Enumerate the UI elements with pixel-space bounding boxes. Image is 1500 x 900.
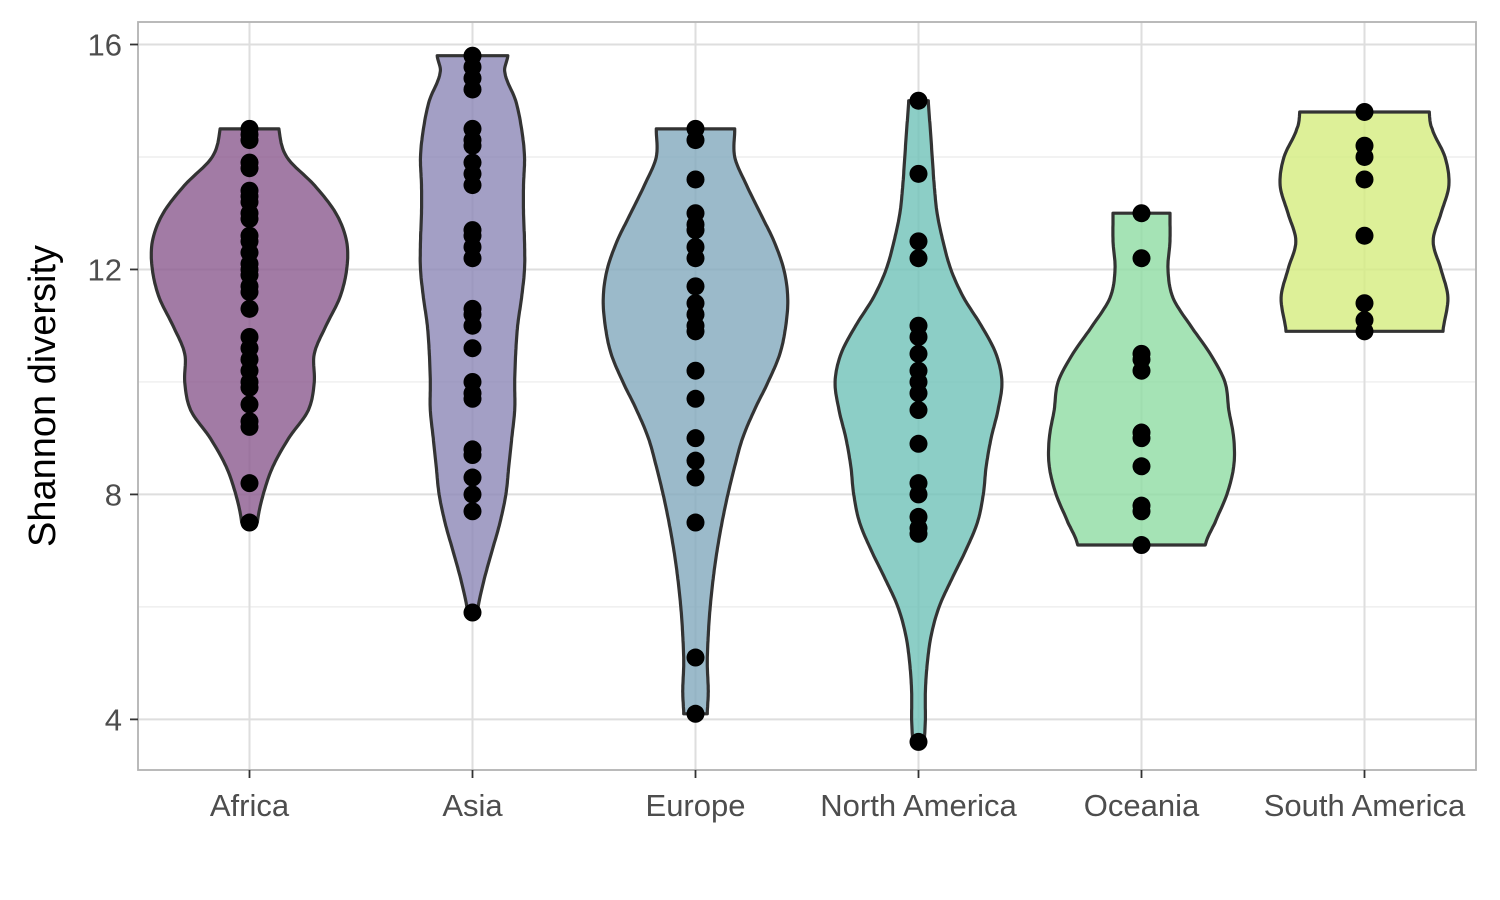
- data-point: [909, 524, 928, 543]
- data-point: [909, 434, 928, 453]
- data-point: [240, 417, 259, 436]
- data-point: [909, 401, 928, 420]
- data-point: [909, 249, 928, 268]
- data-point: [1132, 536, 1151, 555]
- data-point: [686, 170, 705, 189]
- data-point: [686, 131, 705, 150]
- data-point: [463, 446, 482, 465]
- violin-north-america: [833, 99, 1004, 744]
- data-point: [686, 322, 705, 341]
- data-point: [686, 389, 705, 408]
- data-point: [240, 159, 259, 178]
- x-tick-label: Europe: [646, 788, 746, 823]
- violin-africa: [149, 127, 350, 525]
- data-point: [240, 131, 259, 150]
- x-axis: Africa Asia Europe North America Oceania Sout…: [210, 770, 1466, 823]
- y-axis-title: Shannon diversity: [22, 245, 64, 547]
- y-tick-label: 8: [105, 477, 122, 512]
- data-point: [463, 389, 482, 408]
- data-point: [909, 232, 928, 251]
- data-point: [1355, 170, 1374, 189]
- data-point: [1132, 457, 1151, 476]
- data-point: [463, 249, 482, 268]
- data-point: [1355, 147, 1374, 166]
- data-point: [1132, 361, 1151, 380]
- data-point: [686, 277, 705, 296]
- data-point: [463, 502, 482, 521]
- data-point: [463, 339, 482, 358]
- data-point: [1132, 249, 1151, 268]
- data-point: [1355, 294, 1374, 313]
- violin-europe: [601, 127, 790, 716]
- data-point: [463, 485, 482, 504]
- data-point: [463, 603, 482, 622]
- data-point: [686, 249, 705, 268]
- x-tick-label: South America: [1264, 788, 1466, 823]
- plot-panel-background: [138, 22, 1476, 770]
- data-point: [686, 361, 705, 380]
- data-point: [909, 485, 928, 504]
- points: [240, 46, 1374, 751]
- data-point: [1132, 502, 1151, 521]
- data-point: [909, 344, 928, 363]
- x-tick-label: North America: [820, 788, 1017, 823]
- data-point: [1355, 322, 1374, 341]
- data-point: [463, 136, 482, 155]
- data-point: [463, 316, 482, 335]
- data-point: [686, 429, 705, 448]
- violin-south-america: [1278, 110, 1451, 333]
- data-point: [1355, 102, 1374, 121]
- data-point: [686, 704, 705, 723]
- data-point: [463, 468, 482, 487]
- y-tick-label: 16: [88, 27, 122, 62]
- data-point: [1132, 204, 1151, 223]
- data-point: [909, 91, 928, 110]
- data-point: [909, 384, 928, 403]
- data-point: [463, 80, 482, 99]
- data-point: [240, 395, 259, 414]
- data-point: [1355, 226, 1374, 245]
- x-tick-label: Africa: [210, 788, 290, 823]
- y-tick-label: 12: [88, 252, 122, 287]
- y-axis: 4 8 12 16: [88, 27, 138, 737]
- x-tick-label: Oceania: [1084, 788, 1200, 823]
- data-point: [1132, 429, 1151, 448]
- data-point: [240, 282, 259, 301]
- data-point: [686, 648, 705, 667]
- data-point: [686, 468, 705, 487]
- data-point: [240, 513, 259, 532]
- y-tick-label: 4: [105, 702, 122, 737]
- data-point: [686, 513, 705, 532]
- x-tick-label: Asia: [442, 788, 503, 823]
- data-point: [463, 176, 482, 195]
- plot-panel-border: [137, 21, 1477, 771]
- data-point: [686, 221, 705, 240]
- data-point: [240, 209, 259, 228]
- data-point: [909, 164, 928, 183]
- data-point: [909, 732, 928, 751]
- data-point: [240, 299, 259, 318]
- data-point: [909, 327, 928, 346]
- data-point: [240, 378, 259, 397]
- data-point: [240, 474, 259, 493]
- data-point: [686, 451, 705, 470]
